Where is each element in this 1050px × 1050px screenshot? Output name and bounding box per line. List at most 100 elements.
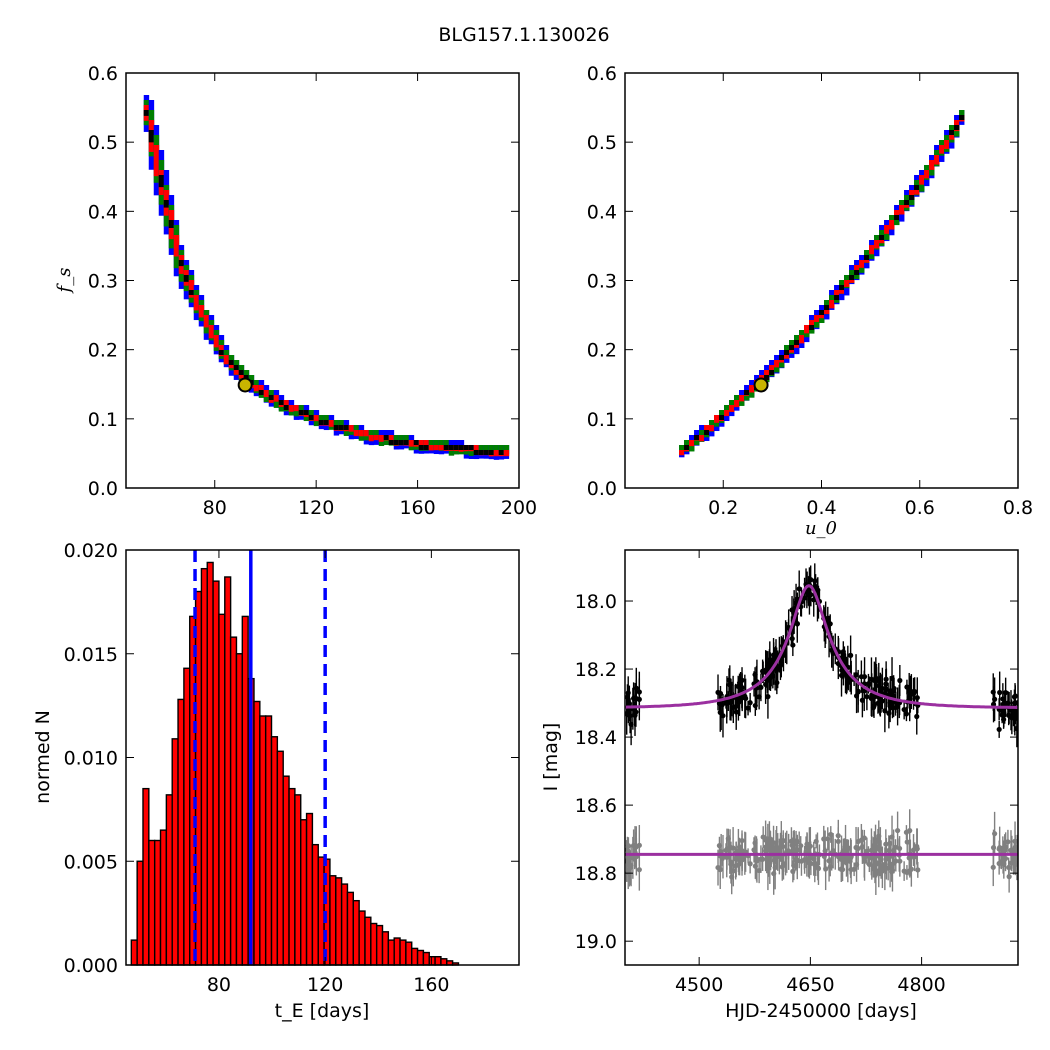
- confidence-cell-red: [418, 440, 425, 447]
- y-tick-label: 0.0: [587, 478, 617, 500]
- confidence-cell-red: [388, 435, 395, 442]
- data-point-gray: [1005, 839, 1011, 845]
- p4-axes-frame: [624, 549, 1019, 966]
- confidence-cell-red: [909, 190, 915, 198]
- data-point-black: [840, 649, 846, 655]
- data-point-gray: [1011, 856, 1017, 862]
- confidence-cell-red: [769, 365, 775, 373]
- p4-ylabel: I [mag]: [540, 723, 562, 792]
- confidence-cell-black: [393, 440, 400, 445]
- data-point-gray: [751, 847, 757, 853]
- confidence-cell-red: [704, 425, 710, 433]
- confidence-cell-red: [328, 420, 335, 427]
- p4-marks: [625, 563, 1018, 896]
- histogram-bar: [282, 775, 290, 966]
- confidence-cell-black: [839, 285, 845, 290]
- y-tick-label: 0.3: [88, 271, 118, 293]
- data-point-gray: [760, 856, 766, 862]
- confidence-cell-black: [298, 410, 305, 415]
- confidence-cell-black: [318, 420, 325, 425]
- data-point-gray: [756, 867, 762, 874]
- x-tick-label: 4650: [786, 974, 834, 996]
- confidence-cell-red: [353, 430, 360, 437]
- confidence-cell-red: [153, 145, 160, 177]
- confidence-cell-black: [468, 445, 475, 450]
- model-curve: [625, 584, 1018, 709]
- data-point-black: [873, 676, 880, 682]
- panel-fs-vs-tE: 80 120 160 200 0.0 0.1 0.2 0.3 0.4 0.5 0.6 f_s: [54, 63, 537, 519]
- confidence-cell-red: [814, 315, 820, 322]
- histogram-bar: [387, 939, 395, 966]
- confidence-cell-red: [894, 210, 900, 220]
- data-point-gray: [895, 827, 901, 834]
- data-point-gray: [851, 866, 857, 872]
- y-tick-label: 18.6: [575, 795, 617, 817]
- histogram-bar: [440, 958, 448, 966]
- y-tick-label: 0.3: [587, 271, 617, 293]
- confidence-cell-red: [258, 385, 265, 392]
- confidence-cell-red: [844, 280, 850, 287]
- confidence-cell-red: [689, 440, 695, 447]
- p3-ticks: 80 120 160 0.000 0.005 0.010 0.015 0.020: [64, 540, 519, 996]
- confidence-cell-black: [914, 185, 920, 190]
- y-tick-label: 0.2: [587, 340, 617, 362]
- confidence-cell-black: [283, 405, 290, 410]
- data-point-gray: [840, 856, 846, 862]
- confidence-cell-red: [433, 445, 440, 451]
- data-point-gray: [772, 865, 778, 871]
- data-point-black: [864, 694, 870, 700]
- histogram-bar: [405, 941, 413, 966]
- histogram-bar: [206, 561, 214, 966]
- confidence-cell-red: [714, 415, 720, 423]
- x-tick-label: 120: [307, 974, 343, 996]
- best-fit-marker: [237, 377, 253, 393]
- confidence-cell-black: [764, 375, 770, 380]
- histogram-bar: [259, 715, 267, 966]
- data-point-black: [882, 708, 888, 714]
- confidence-cell-black: [789, 345, 795, 350]
- y-tick-label: 0.1: [88, 409, 118, 431]
- histogram-bar: [177, 698, 185, 966]
- data-point-black: [875, 700, 881, 706]
- data-point-black: [855, 688, 861, 694]
- histogram-bar: [229, 636, 238, 966]
- confidence-cell-black: [308, 415, 315, 420]
- y-tick-label: 0.015: [64, 644, 118, 666]
- data-point-gray: [896, 845, 903, 852]
- data-point-black: [907, 693, 913, 699]
- data-point-gray: [1008, 847, 1014, 853]
- data-point-black: [801, 595, 807, 601]
- confidence-cell-black: [834, 295, 840, 300]
- data-point-gray: [855, 845, 861, 852]
- confidence-cell-black: [398, 440, 405, 445]
- figure-title: BLG157.1.130026: [438, 24, 609, 46]
- histogram-bar: [288, 787, 296, 966]
- data-point-black: [897, 677, 903, 684]
- data-point-black: [879, 698, 885, 704]
- x-tick-label: 0.8: [1003, 497, 1033, 519]
- confidence-cell-black: [959, 115, 965, 120]
- data-point-gray: [763, 844, 769, 850]
- confidence-cell-red: [809, 320, 815, 328]
- data-point-gray: [726, 847, 732, 853]
- confidence-cell-red: [944, 140, 950, 149]
- confidence-cell-red: [919, 175, 925, 185]
- p4-xlabel: HJD-2450000 [days]: [725, 1000, 917, 1022]
- y-tick-label: 18.4: [575, 727, 617, 749]
- confidence-cell-red: [774, 360, 780, 368]
- confidence-cell-red: [884, 225, 890, 234]
- data-point-black: [1005, 700, 1011, 706]
- histogram-bar: [416, 949, 425, 966]
- confidence-cell-black: [769, 370, 775, 375]
- confidence-cell-green: [318, 415, 325, 425]
- histogram-bar: [270, 736, 279, 966]
- data-point-gray: [717, 867, 723, 873]
- data-point-gray: [892, 844, 899, 850]
- data-point-gray: [901, 868, 907, 874]
- x-tick-label: 0.6: [905, 497, 935, 519]
- confidence-cell-black: [779, 355, 785, 360]
- confidence-cell-red: [503, 450, 510, 457]
- histogram-bar: [224, 576, 232, 966]
- histogram-bar: [305, 812, 314, 966]
- confidence-cell-red: [874, 240, 880, 249]
